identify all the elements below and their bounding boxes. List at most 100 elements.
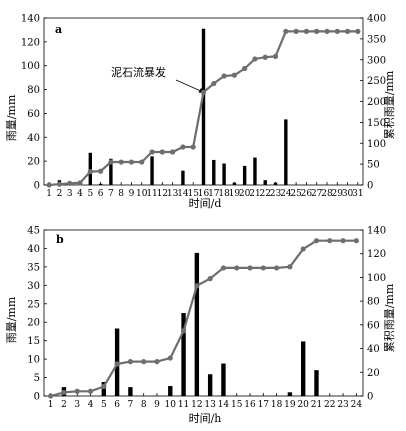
panel-a-cumulative-point: [272, 53, 279, 60]
panel-a-rain-bar: [212, 159, 216, 185]
panel-b-rain-bar: [221, 363, 226, 396]
panel-b-x-tick-label: 1: [48, 400, 54, 410]
panel-b-right-tick-label: 100: [367, 273, 386, 284]
panel-a-cumulative-point: [211, 80, 217, 87]
panel-a-cumulative-point: [262, 54, 268, 60]
panel-a-right-tick-label: 250: [367, 76, 386, 87]
panel-a-x-tick-label: 4: [77, 189, 83, 199]
panel-a-x-tick-label: 18: [218, 189, 230, 199]
panel-a-x-tick-label: 19: [229, 189, 241, 199]
panel-a-rain-bar: [109, 158, 113, 185]
panel-a-x-tick-label: 14: [177, 189, 189, 199]
panel-a-x-tick-label: 23: [270, 189, 282, 199]
panel-b-cumulative-point: [313, 238, 320, 244]
panel-a-x-tick-label: 9: [129, 189, 135, 199]
panel-a-rain-bar: [88, 152, 93, 185]
panel-a-cumulative-point: [108, 159, 114, 165]
panel-a-cumulative-point: [77, 180, 83, 186]
panel-a-right-tick-label: 300: [367, 55, 386, 66]
panel-a-cumulative-point: [149, 149, 155, 155]
panel-b-cumulative-point: [340, 238, 346, 244]
panel-b-x-tick-label: 24: [351, 400, 363, 410]
panel-a-x-tick-label: 20: [239, 189, 251, 199]
panel-a-annotation-arrow: [175, 79, 204, 93]
panel-a-x-tick-label: 12: [157, 189, 168, 199]
panel-a-x-tick-label: 15: [187, 189, 199, 199]
panel-b-left-axis-label: 雨量/mm: [5, 296, 18, 343]
panel-a-right-tick-label: 150: [367, 118, 386, 129]
panel-b-cumulative-point: [61, 389, 67, 396]
panel-a-cumulative-point: [355, 28, 361, 34]
panel-a-cumulative-point: [159, 149, 165, 155]
panel-b-x-tick-label: 23: [337, 400, 349, 410]
panel-a-cumulative-point: [139, 159, 145, 165]
panel-a-x-tick-label: 10: [136, 189, 148, 199]
panel-b-x-tick-label: 12: [191, 400, 202, 410]
panel-a-x-tick-label: 22: [260, 189, 271, 199]
panel-b-x-tick-label: 2: [61, 400, 67, 410]
panel-a-cumulative-point: [344, 28, 351, 34]
panel-b-x-tick-label: 3: [74, 400, 80, 410]
panel-b-rain-bar: [314, 370, 319, 396]
panel-b-x-tick-label: 16: [244, 400, 256, 410]
panel-b-right-tick-label: 40: [367, 344, 380, 355]
panel-a-cumulative-point: [231, 72, 237, 78]
panel-a-cumulative-point: [67, 180, 73, 186]
panel-a-left-tick-label: 60: [27, 109, 40, 120]
panel-a-x-tick-label: 1: [46, 189, 52, 199]
panel-b-rain-bar: [194, 252, 200, 396]
panel-a-x-tick-label: 5: [87, 189, 93, 199]
panel-a-cumulative-point: [221, 73, 227, 79]
panel-b-x-tick-label: 6: [114, 400, 120, 410]
panel-b-cumulative-line: [50, 239, 357, 398]
panel-a-cumulative-point: [190, 144, 196, 150]
panel-b-left-tick-label: 30: [27, 281, 40, 292]
panel-a-cumulative-point: [303, 28, 310, 34]
panel-b-cumulative-point: [101, 383, 107, 390]
panel-a-right-tick-label: 350: [367, 34, 386, 45]
panel-a-rain-bar: [232, 182, 237, 185]
panel-b-x-tick-label: 20: [297, 400, 309, 410]
panel-a-x-tick-label: 11: [146, 189, 157, 199]
panel-a-x-tick-label: 26: [301, 189, 313, 199]
panel-a-rain-bar: [253, 157, 257, 185]
panel-b-right-tick-label: 0: [367, 392, 373, 403]
panel-a-cumulative-point: [324, 28, 330, 34]
panel-b-rain-bar: [300, 341, 306, 396]
panel-b-cumulative-point: [114, 361, 120, 367]
panel-b-cumulative-point: [300, 246, 306, 252]
panel-b-cumulative-point: [274, 265, 280, 271]
panel-b-cumulative-point: [260, 265, 266, 271]
panel-a-rain-bar: [181, 170, 185, 185]
panel-b-x-tick-label: 5: [101, 400, 107, 410]
panel-b-cumulative-point: [167, 355, 173, 361]
panel-a-cumulative-point: [118, 159, 124, 165]
panel-a-rain-bar: [263, 180, 267, 185]
panel-b-right-axis-label: 累积雨量/mm: [383, 283, 396, 352]
panel-b-cumulative-point: [48, 393, 54, 399]
panel-a-rain-bar: [273, 182, 278, 185]
panel-a-rain-bar: [284, 119, 288, 185]
panel-a-x-tick-label: 25: [290, 189, 302, 199]
panel-b-cumulative-point: [141, 359, 147, 365]
panel-a-rain-bar: [98, 183, 103, 185]
panel-a-left-axis-label: 雨量/mm: [5, 94, 18, 141]
panel-a-x-tick-label: 8: [118, 189, 124, 199]
panel-b-cumulative-point: [127, 359, 133, 365]
panel-a-x-tick-label: 27: [311, 189, 323, 199]
panel-b-rain-bar: [128, 387, 133, 396]
panel-b-label: b: [56, 233, 64, 246]
panel-b-rain-bar: [181, 313, 186, 396]
panel-b-right-tick-label: 80: [367, 297, 380, 308]
panel-b-rain-bar: [287, 392, 293, 396]
panel-a-rain-bar: [201, 28, 206, 185]
panel-a-x-tick-label: 30: [342, 189, 354, 199]
panel-b-cumulative-point: [180, 328, 187, 334]
panel-a-cumulative-point: [293, 28, 299, 34]
panel-a-left-tick-label: 120: [21, 37, 40, 48]
panel-a-right-tick-label: 0: [367, 181, 373, 192]
panel-a-x-tick-label: 7: [108, 189, 114, 199]
panel-a-x-tick-label: 13: [167, 189, 179, 199]
panel-a-rain-bar: [222, 163, 226, 185]
panel-b-x-tick-label: 19: [284, 400, 296, 410]
